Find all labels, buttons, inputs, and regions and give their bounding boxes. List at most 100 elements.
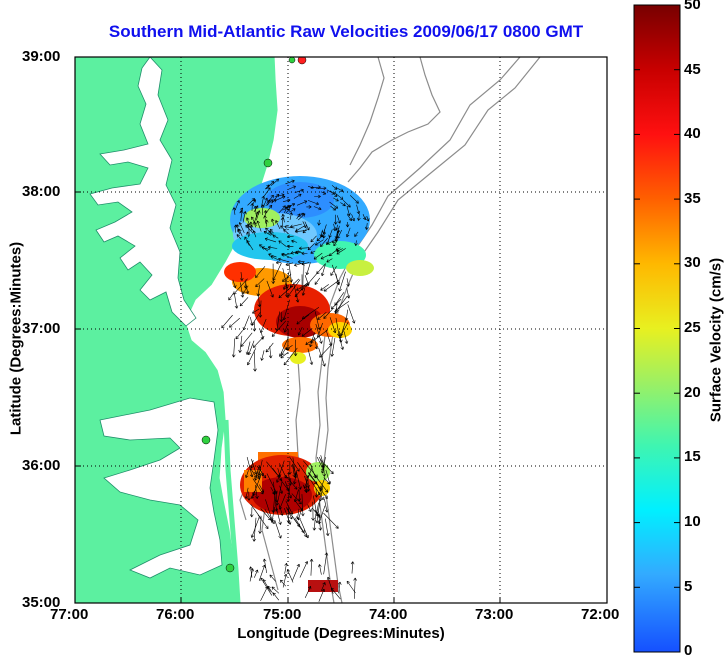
velocity-arrow — [334, 292, 345, 306]
velocity-arrow — [331, 298, 342, 310]
velocity-arrow — [304, 478, 309, 493]
plot-frame — [74, 56, 608, 604]
velocity-arrow — [317, 219, 321, 226]
velocity-arrow — [257, 460, 263, 478]
velocity-arrow — [286, 506, 293, 520]
velocity-arrow — [324, 498, 329, 513]
velocity-arrow — [307, 200, 319, 206]
velocity-arrow — [250, 503, 262, 520]
velocity-arrow — [291, 493, 302, 505]
velocity-arrow — [301, 285, 306, 296]
velocity-arrow — [320, 284, 329, 291]
velocity-arrow — [314, 474, 329, 493]
velocity-arrow — [244, 236, 250, 246]
velocity-arrow — [283, 229, 289, 234]
velocity-arrow — [316, 456, 325, 471]
velocity-arrow — [320, 254, 330, 260]
velocity-arrow — [314, 277, 321, 285]
velocity-arrow — [310, 235, 317, 243]
velocity-arrow — [316, 322, 323, 338]
velocity-arrow — [330, 266, 337, 276]
velocity-arrow — [264, 219, 269, 227]
pamlico-sound — [99, 397, 223, 579]
velocity-arrow — [296, 200, 308, 206]
velocity-arrow — [242, 285, 249, 295]
velocity-arrow — [310, 250, 316, 254]
velocity-arrow — [307, 243, 315, 251]
velocity-arrow — [319, 459, 334, 475]
velocity-arrow — [271, 490, 276, 513]
velocity-arrow — [287, 279, 301, 297]
velocity-arrow — [254, 569, 259, 578]
colorbar-tick-label: 30 — [684, 254, 701, 271]
velocity-arrow — [344, 309, 349, 321]
velocity-arrow — [279, 463, 287, 479]
velocity-arrow — [246, 231, 250, 238]
x-tick-label: 75:00 — [263, 606, 302, 623]
velocity-arrow — [282, 271, 290, 290]
velocity-arrow — [280, 217, 285, 227]
velocity-arrow — [297, 212, 305, 218]
velocity-arrow — [247, 198, 256, 206]
velocity-arrow — [330, 205, 337, 211]
velocity-arrow — [249, 507, 254, 518]
velocity-arrow — [257, 514, 269, 530]
velocity-arrow — [314, 194, 321, 199]
barrier-islands — [223, 419, 241, 603]
velocity-arrow — [240, 332, 253, 347]
velocity-arrow — [287, 234, 294, 239]
velocity-arrow — [328, 229, 333, 238]
velocity-arrow — [234, 200, 240, 211]
colorbar-tick-label: 50 — [684, 0, 701, 13]
velocity-arrow — [281, 347, 287, 356]
velocity-arrow — [284, 508, 292, 525]
velocity-arrow — [330, 337, 336, 357]
velocity-arrow — [254, 484, 259, 499]
velocity-arrow — [260, 195, 265, 208]
velocity-arrow — [268, 346, 273, 359]
velocity-arrow — [286, 508, 301, 528]
velocity-arrow — [275, 460, 285, 483]
velocity-arrow — [275, 482, 283, 506]
velocity-arrow — [249, 566, 253, 578]
velocity-arrow — [234, 293, 239, 309]
velocity-arrow — [354, 240, 358, 246]
velocity-arrow — [287, 244, 294, 249]
radar-site-marker — [288, 57, 296, 64]
velocity-arrow — [252, 335, 265, 348]
x-tick-label: 76:00 — [156, 606, 195, 623]
velocity-arrow — [233, 224, 238, 233]
velocity-arrow — [275, 220, 281, 230]
velocity-arrow — [290, 250, 300, 255]
velocity-arrow — [250, 316, 254, 326]
y-tick-label: 38:00 — [22, 183, 61, 200]
velocity-arrow — [335, 273, 340, 285]
velocity-arrow — [306, 205, 312, 209]
velocity-arrow — [328, 248, 339, 257]
velocity-arrow — [232, 207, 237, 215]
velocity-arrow — [333, 197, 339, 202]
velocity-arrow — [294, 262, 305, 267]
velocity-arrow — [301, 262, 310, 266]
velocity-arrow — [329, 201, 339, 209]
velocity-arrow — [250, 203, 255, 212]
velocity-arrow — [280, 579, 286, 587]
velocity-arrow — [240, 282, 245, 298]
velocity-arrow — [239, 297, 249, 307]
velocity-arrow — [333, 214, 338, 225]
velocity-arrow — [259, 244, 269, 252]
velocity-arrow — [332, 223, 337, 232]
velocity-arrow — [252, 517, 257, 542]
y-tick-label: 35:00 — [22, 594, 61, 611]
velocity-arrow — [258, 518, 262, 534]
velocity-arrow — [283, 322, 289, 333]
colorbar-tick-label: 0 — [684, 642, 693, 659]
velocity-arrow — [313, 252, 323, 260]
velocity-arrow — [252, 221, 257, 228]
velocity-arrow — [313, 206, 322, 211]
velocity-arrow — [290, 223, 302, 229]
velocity-arrow — [283, 347, 298, 366]
velocity-arrow — [281, 252, 292, 257]
velocity-arrow — [316, 263, 326, 275]
colorbar — [633, 4, 681, 653]
